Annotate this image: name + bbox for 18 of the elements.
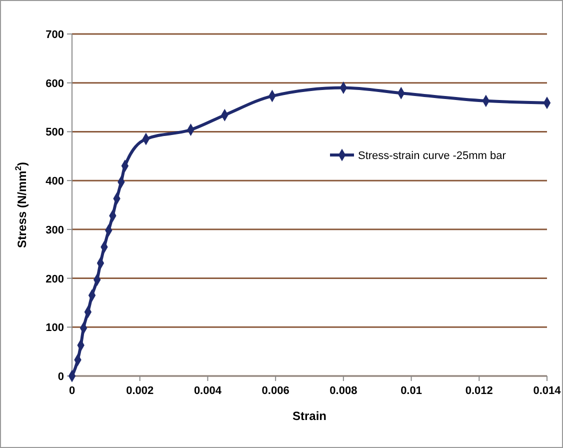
- x-tick-label: 0.006: [262, 385, 290, 397]
- y-tick-label: 100: [46, 322, 64, 334]
- y-tick-label: 200: [46, 273, 64, 286]
- x-tick-label: 0.008: [330, 385, 358, 397]
- y-tick-label: 400: [46, 176, 64, 188]
- x-tick-label: 0.014: [533, 385, 562, 397]
- legend-label: Stress-strain curve -25mm bar: [358, 150, 506, 162]
- x-axis-title: Strain: [292, 409, 327, 423]
- y-tick-label: 600: [46, 78, 64, 90]
- y-tick-label: 700: [46, 29, 64, 41]
- x-tick-label: 0.01: [400, 385, 422, 397]
- y-tick-label: 300: [46, 224, 64, 236]
- x-tick-label: 0.002: [126, 385, 154, 397]
- y-tick-label: 500: [46, 126, 64, 139]
- y-tick-label: 0: [58, 371, 64, 383]
- x-tick-label: 0.012: [465, 385, 493, 397]
- x-tick-label: 0.004: [194, 385, 222, 397]
- x-tick-label: 0: [68, 385, 76, 397]
